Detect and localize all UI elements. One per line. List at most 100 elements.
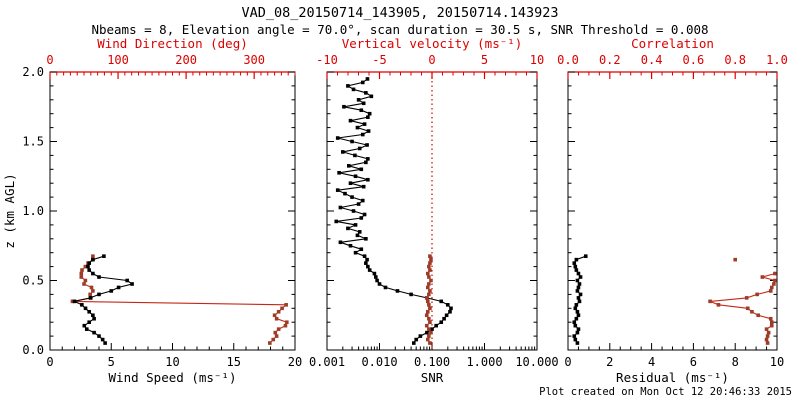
- top-axis-title: Vertical velocity (ms⁻¹): [342, 36, 523, 51]
- series-marker-wind-speed: [92, 330, 96, 335]
- series-marker-snr: [364, 261, 368, 265]
- top-axis-title: Wind Direction (deg): [97, 36, 248, 51]
- series-marker-snr: [342, 104, 346, 109]
- series-marker-residual: [572, 334, 577, 338]
- series-marker-snr: [434, 323, 438, 328]
- series-marker-snr: [362, 122, 367, 126]
- series-marker-snr: [366, 177, 370, 182]
- series-marker-wind-speed: [91, 313, 95, 318]
- series-marker-snr: [338, 205, 343, 210]
- series-marker-vertical-velocity: [424, 313, 429, 318]
- series-marker-snr: [348, 181, 353, 185]
- series-marker-correlation: [766, 330, 771, 335]
- series-marker-snr: [364, 91, 368, 95]
- series-marker-residual: [574, 268, 579, 272]
- top-tick-label: 0.4: [641, 53, 663, 67]
- series-marker-snr: [418, 334, 423, 338]
- series-marker-vertical-velocity: [428, 306, 432, 311]
- series-marker-wind-speed: [130, 282, 134, 286]
- series-marker-snr: [367, 111, 372, 116]
- series-marker-wind-direction: [284, 303, 288, 307]
- series-marker-wind-direction: [79, 275, 84, 279]
- series-marker-residual: [572, 261, 577, 265]
- series-marker-snr: [359, 247, 364, 252]
- bottom-tick-label: 4: [648, 355, 655, 369]
- series-marker-correlation: [768, 316, 773, 321]
- series-marker-snr: [348, 118, 353, 123]
- series-marker-wind-speed: [80, 303, 84, 307]
- series-marker-vertical-velocity: [427, 327, 431, 331]
- z-tick-label: 0.5: [22, 274, 44, 288]
- series-marker-snr: [335, 188, 340, 192]
- bottom-tick-label: 2: [606, 355, 613, 369]
- series-marker-snr: [357, 230, 362, 234]
- bottom-tick-label: 6: [690, 355, 697, 369]
- series-marker-residual: [576, 285, 581, 290]
- series-marker-snr: [348, 243, 353, 248]
- top-tick-label: 0.0: [557, 53, 579, 67]
- series-marker-snr: [341, 150, 345, 154]
- series-marker-correlation: [764, 327, 769, 331]
- series-marker-snr: [372, 271, 377, 276]
- series-marker-wind-speed: [88, 296, 93, 300]
- bottom-tick-label: 0.001: [309, 355, 345, 369]
- series-marker-snr: [411, 341, 416, 345]
- series-marker-correlation: [769, 320, 774, 324]
- series-marker-correlation: [765, 334, 770, 338]
- series-marker-correlation: [733, 257, 737, 262]
- series-marker-snr: [373, 275, 378, 279]
- series-marker-snr: [442, 316, 446, 321]
- series-marker-vertical-velocity: [428, 341, 432, 345]
- series-marker-snr: [355, 233, 360, 238]
- series-marker-wind-direction: [91, 254, 95, 258]
- x-axis-title: Wind Speed (ms⁻¹): [109, 370, 237, 385]
- series-marker-snr: [449, 306, 453, 311]
- top-tick-label: 0.2: [599, 53, 621, 67]
- series-marker-residual: [577, 299, 582, 304]
- series-marker-correlation: [765, 341, 770, 345]
- series-marker-vertical-velocity: [428, 320, 432, 324]
- series-marker-snr: [356, 202, 361, 206]
- series-marker-snr: [357, 146, 362, 151]
- series-marker-wind-direction: [285, 320, 289, 324]
- bottom-tick-label: 1.000: [466, 355, 502, 369]
- top-tick-label: 1.0: [766, 53, 788, 67]
- y-axis-title: z (km AGL): [2, 173, 17, 248]
- series-marker-residual: [573, 264, 578, 269]
- series-marker-snr: [377, 282, 382, 286]
- bottom-tick-label: 10.000: [515, 355, 558, 369]
- series-marker-residual: [573, 306, 578, 311]
- series-marker-snr: [359, 216, 364, 220]
- series-marker-vertical-velocity: [427, 282, 431, 286]
- series-marker-correlation: [773, 278, 777, 283]
- series-marker-snr: [361, 184, 366, 189]
- series-marker-wind-speed: [92, 316, 96, 321]
- series-marker-snr: [369, 94, 374, 99]
- top-axis-title: Correlation: [631, 36, 714, 51]
- bottom-tick-label: 0.100: [414, 355, 450, 369]
- top-tick-label: 200: [175, 53, 197, 67]
- series-marker-vertical-velocity: [427, 292, 431, 297]
- series-marker-wind-speed: [87, 268, 91, 272]
- series-marker-correlation: [769, 285, 774, 290]
- series-marker-snr: [351, 87, 356, 92]
- x-axis-title: SNR: [421, 370, 444, 385]
- bottom-tick-label: 15: [227, 355, 241, 369]
- series-marker-snr: [359, 167, 364, 172]
- series-marker-snr: [350, 139, 354, 144]
- series-marker-snr: [337, 170, 341, 175]
- series-marker-residual: [575, 330, 580, 335]
- series-marker-snr: [383, 285, 388, 290]
- series-marker-wind-speed: [84, 327, 89, 331]
- series-marker-residual: [576, 313, 581, 318]
- series-marker-residual: [583, 254, 588, 258]
- series-marker-snr: [356, 98, 361, 102]
- series-marker-vertical-velocity: [428, 261, 432, 265]
- series-marker-vertical-velocity: [424, 296, 429, 300]
- series-marker-correlation: [756, 313, 760, 318]
- series-marker-snr: [346, 226, 350, 231]
- series-marker-snr: [359, 108, 364, 113]
- series-marker-wind-direction: [276, 309, 281, 314]
- series-marker-snr: [439, 320, 444, 324]
